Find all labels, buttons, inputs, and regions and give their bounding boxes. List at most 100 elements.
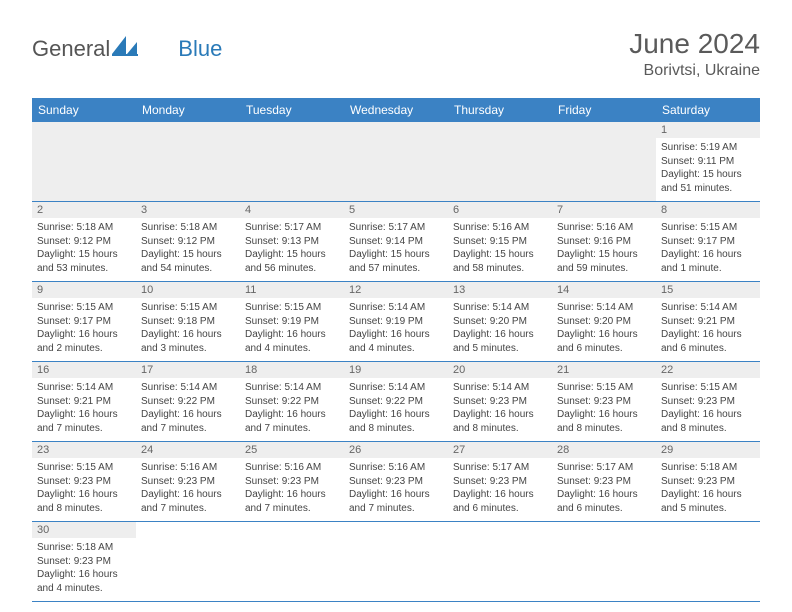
- calendar-day-cell: 15Sunrise: 5:14 AMSunset: 9:21 PMDayligh…: [656, 282, 760, 362]
- calendar-day-cell: 4Sunrise: 5:17 AMSunset: 9:13 PMDaylight…: [240, 202, 344, 282]
- day-number: 13: [448, 282, 552, 298]
- calendar-day-cell: 29Sunrise: 5:18 AMSunset: 9:23 PMDayligh…: [656, 442, 760, 522]
- daylight-line: and 51 minutes.: [661, 182, 755, 196]
- calendar-day-cell: 3Sunrise: 5:18 AMSunset: 9:12 PMDaylight…: [136, 202, 240, 282]
- sunrise-line: Sunrise: 5:14 AM: [245, 381, 339, 395]
- day-number: 20: [448, 362, 552, 378]
- sunrise-line: Sunrise: 5:15 AM: [37, 301, 131, 315]
- calendar-empty-cell: [344, 522, 448, 602]
- sunset-line: Sunset: 9:16 PM: [557, 235, 651, 249]
- sunset-line: Sunset: 9:20 PM: [453, 315, 547, 329]
- day-number: 1: [656, 122, 760, 138]
- sunset-line: Sunset: 9:22 PM: [349, 395, 443, 409]
- daylight-line: and 7 minutes.: [349, 502, 443, 516]
- calendar-day-cell: 6Sunrise: 5:16 AMSunset: 9:15 PMDaylight…: [448, 202, 552, 282]
- day-number: 27: [448, 442, 552, 458]
- day-number: 3: [136, 202, 240, 218]
- daylight-line: and 7 minutes.: [141, 422, 235, 436]
- sunrise-line: Sunrise: 5:16 AM: [453, 221, 547, 235]
- calendar-empty-cell: [136, 122, 240, 202]
- calendar-week-row: 23Sunrise: 5:15 AMSunset: 9:23 PMDayligh…: [32, 442, 760, 522]
- sunrise-line: Sunrise: 5:16 AM: [349, 461, 443, 475]
- calendar-day-cell: 28Sunrise: 5:17 AMSunset: 9:23 PMDayligh…: [552, 442, 656, 522]
- day-number: 9: [32, 282, 136, 298]
- sunrise-line: Sunrise: 5:14 AM: [453, 381, 547, 395]
- daylight-line: Daylight: 15 hours: [661, 168, 755, 182]
- calendar-day-cell: 17Sunrise: 5:14 AMSunset: 9:22 PMDayligh…: [136, 362, 240, 442]
- weekday-header: Wednesday: [344, 98, 448, 122]
- sunset-line: Sunset: 9:22 PM: [245, 395, 339, 409]
- calendar-day-cell: 9Sunrise: 5:15 AMSunset: 9:17 PMDaylight…: [32, 282, 136, 362]
- sunset-line: Sunset: 9:12 PM: [141, 235, 235, 249]
- calendar-day-cell: 21Sunrise: 5:15 AMSunset: 9:23 PMDayligh…: [552, 362, 656, 442]
- calendar-day-cell: 24Sunrise: 5:16 AMSunset: 9:23 PMDayligh…: [136, 442, 240, 522]
- sunset-line: Sunset: 9:23 PM: [557, 475, 651, 489]
- daylight-line: Daylight: 16 hours: [661, 328, 755, 342]
- daylight-line: Daylight: 15 hours: [37, 248, 131, 262]
- sunset-line: Sunset: 9:23 PM: [245, 475, 339, 489]
- calendar-empty-cell: [552, 122, 656, 202]
- calendar-week-row: 1Sunrise: 5:19 AMSunset: 9:11 PMDaylight…: [32, 122, 760, 202]
- sunset-line: Sunset: 9:11 PM: [661, 155, 755, 169]
- sunset-line: Sunset: 9:19 PM: [245, 315, 339, 329]
- calendar-day-cell: 30Sunrise: 5:18 AMSunset: 9:23 PMDayligh…: [32, 522, 136, 602]
- sunrise-line: Sunrise: 5:14 AM: [453, 301, 547, 315]
- logo-text-blue: Blue: [178, 36, 222, 62]
- calendar-empty-cell: [32, 122, 136, 202]
- daylight-line: Daylight: 16 hours: [141, 488, 235, 502]
- calendar-day-cell: 14Sunrise: 5:14 AMSunset: 9:20 PMDayligh…: [552, 282, 656, 362]
- daylight-line: and 8 minutes.: [453, 422, 547, 436]
- daylight-line: and 4 minutes.: [349, 342, 443, 356]
- daylight-line: and 6 minutes.: [453, 502, 547, 516]
- day-number: 29: [656, 442, 760, 458]
- day-number: 16: [32, 362, 136, 378]
- calendar-empty-cell: [136, 522, 240, 602]
- weekday-header: Saturday: [656, 98, 760, 122]
- daylight-line: Daylight: 16 hours: [349, 408, 443, 422]
- daylight-line: and 8 minutes.: [37, 502, 131, 516]
- daylight-line: Daylight: 16 hours: [349, 488, 443, 502]
- weekday-header: Tuesday: [240, 98, 344, 122]
- sunset-line: Sunset: 9:12 PM: [37, 235, 131, 249]
- sunset-line: Sunset: 9:23 PM: [557, 395, 651, 409]
- sunset-line: Sunset: 9:21 PM: [661, 315, 755, 329]
- daylight-line: and 5 minutes.: [661, 502, 755, 516]
- daylight-line: Daylight: 16 hours: [245, 328, 339, 342]
- calendar-empty-cell: [656, 522, 760, 602]
- daylight-line: and 7 minutes.: [245, 422, 339, 436]
- daylight-line: Daylight: 16 hours: [453, 328, 547, 342]
- daylight-line: Daylight: 16 hours: [245, 488, 339, 502]
- day-number: 12: [344, 282, 448, 298]
- daylight-line: and 4 minutes.: [37, 582, 131, 596]
- day-number: 22: [656, 362, 760, 378]
- day-number: 30: [32, 522, 136, 538]
- calendar-day-cell: 7Sunrise: 5:16 AMSunset: 9:16 PMDaylight…: [552, 202, 656, 282]
- weekday-header: Thursday: [448, 98, 552, 122]
- daylight-line: Daylight: 16 hours: [349, 328, 443, 342]
- daylight-line: Daylight: 15 hours: [557, 248, 651, 262]
- daylight-line: Daylight: 16 hours: [661, 488, 755, 502]
- daylight-line: and 59 minutes.: [557, 262, 651, 276]
- day-number: 25: [240, 442, 344, 458]
- sunset-line: Sunset: 9:22 PM: [141, 395, 235, 409]
- daylight-line: and 6 minutes.: [557, 502, 651, 516]
- daylight-line: Daylight: 15 hours: [349, 248, 443, 262]
- daylight-line: Daylight: 16 hours: [37, 328, 131, 342]
- calendar-day-cell: 18Sunrise: 5:14 AMSunset: 9:22 PMDayligh…: [240, 362, 344, 442]
- calendar-empty-cell: [448, 522, 552, 602]
- sunrise-line: Sunrise: 5:15 AM: [661, 221, 755, 235]
- calendar-empty-cell: [240, 122, 344, 202]
- daylight-line: and 54 minutes.: [141, 262, 235, 276]
- daylight-line: Daylight: 16 hours: [557, 408, 651, 422]
- daylight-line: Daylight: 16 hours: [453, 488, 547, 502]
- daylight-line: and 8 minutes.: [349, 422, 443, 436]
- calendar-day-cell: 27Sunrise: 5:17 AMSunset: 9:23 PMDayligh…: [448, 442, 552, 522]
- location: Borivtsi, Ukraine: [629, 62, 760, 80]
- daylight-line: and 8 minutes.: [661, 422, 755, 436]
- calendar-day-cell: 12Sunrise: 5:14 AMSunset: 9:19 PMDayligh…: [344, 282, 448, 362]
- logo-text-general: General: [32, 36, 110, 62]
- sunrise-line: Sunrise: 5:14 AM: [349, 301, 443, 315]
- calendar-empty-cell: [448, 122, 552, 202]
- day-number: 23: [32, 442, 136, 458]
- sunrise-line: Sunrise: 5:14 AM: [37, 381, 131, 395]
